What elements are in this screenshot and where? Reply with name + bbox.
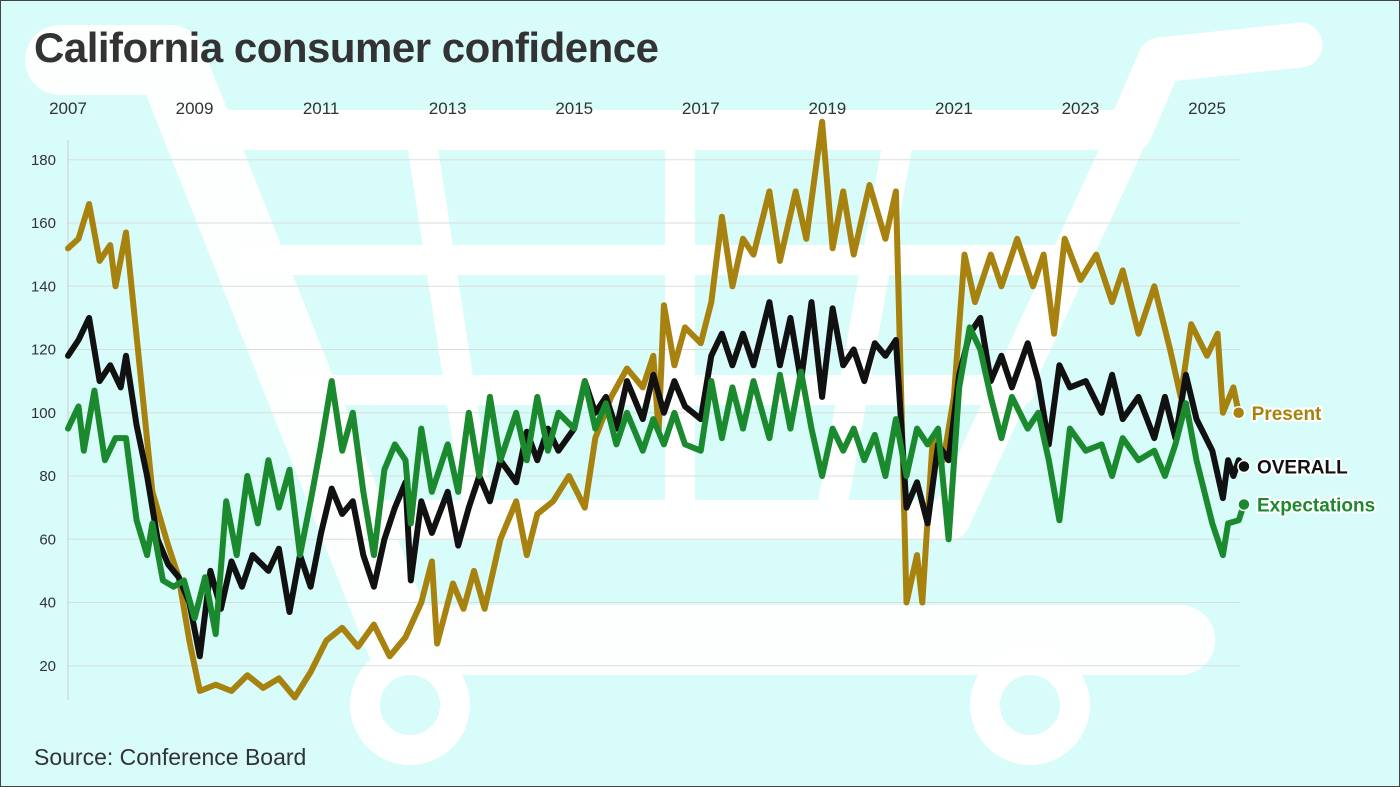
y-tick-label: 140 [31, 278, 56, 295]
x-tick-label: 2021 [935, 99, 973, 118]
source-note: Source: Conference Board [34, 744, 307, 770]
series-label: Present [1252, 404, 1322, 425]
y-tick-label: 160 [31, 215, 56, 232]
series-end-dot [1231, 406, 1246, 420]
y-tick-label: 80 [39, 468, 56, 485]
y-tick-label: 60 [39, 531, 56, 548]
y-tick-label: 20 [39, 658, 56, 675]
x-tick-label: 2011 [303, 99, 340, 118]
y-tick-label: 120 [31, 342, 56, 359]
x-tick-label: 2023 [1062, 99, 1100, 118]
y-tick-label: 40 [39, 595, 56, 612]
x-tick-label: 2015 [555, 99, 593, 118]
x-tick-label: 2017 [682, 99, 720, 118]
series-end-dot [1237, 497, 1251, 512]
series-label: Expectations [1257, 495, 1375, 516]
x-tick-label: 2019 [808, 99, 846, 118]
series-line-present [65, 118, 1242, 701]
x-tick-label: 2009 [176, 99, 214, 118]
series-line-expectations [65, 324, 1247, 638]
series-line-overall [65, 299, 1247, 660]
x-tick-label: 2007 [49, 99, 87, 118]
y-tick-label: 180 [31, 152, 56, 169]
x-tick-label: 2025 [1188, 99, 1226, 118]
y-tick-label: 100 [31, 405, 56, 422]
series-label: OVERALL [1257, 458, 1348, 479]
x-tick-label: 2013 [429, 99, 467, 118]
chart-title: California consumer confidence [34, 24, 659, 71]
series-end-dot [1237, 459, 1251, 474]
